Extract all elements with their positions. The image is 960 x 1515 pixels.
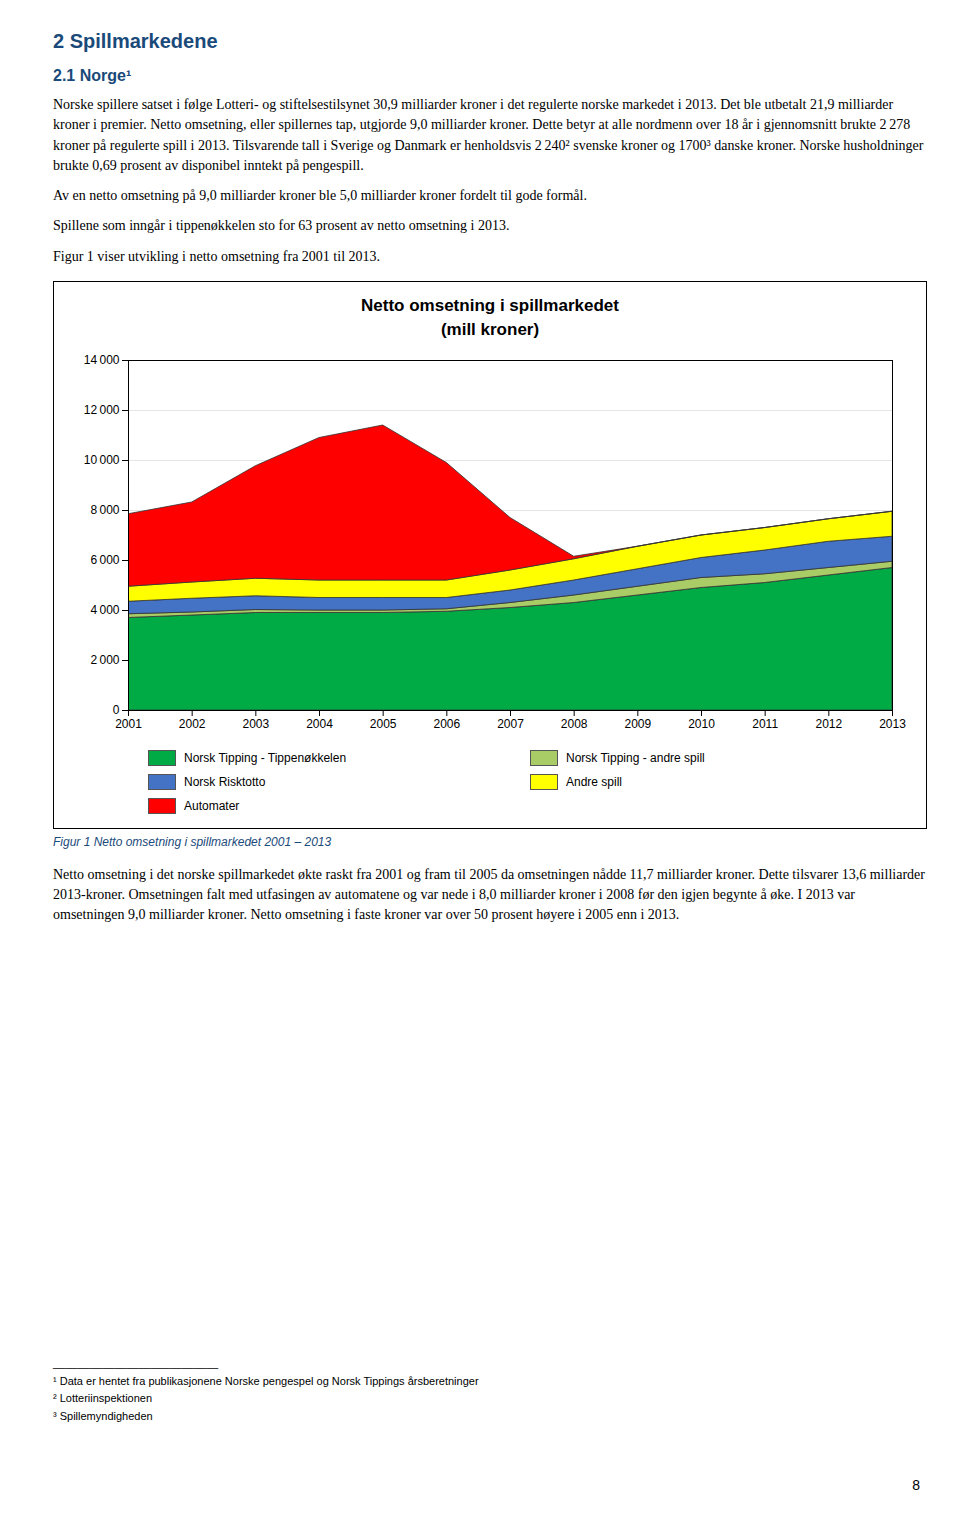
svg-text:2008: 2008 <box>561 717 588 731</box>
html-text:(mill kroner): (mill kroner) <box>440 319 540 339</box>
html-text:² Lotteriinspektionen: ² Lotteriinspektionen <box>53 1392 153 1405</box>
svg-text:8 000: 8 000 <box>90 503 119 517</box>
html-text:Spillene som inngår i tippenøk: Spillene som inngår i tippenøkkelen sto … <box>53 218 510 234</box>
svg-text:2 000: 2 000 <box>90 653 119 667</box>
svg-text:14 000: 14 000 <box>84 353 120 367</box>
svg-text:2013: 2013 <box>879 717 906 731</box>
html-text:Norske spillere satset i følge: Norske spillere satset i følge Lotteri- … <box>53 97 924 173</box>
html-text:Figur 1 Netto omsetning i spil: Figur 1 Netto omsetning i spillmarkedet … <box>53 834 332 849</box>
svg-text:4 000: 4 000 <box>90 603 119 617</box>
svg-text:2010: 2010 <box>688 717 715 731</box>
svg-text:10 000: 10 000 <box>84 453 120 467</box>
svg-text:0: 0 <box>113 703 120 717</box>
html-text:Norsk Tipping - andre spill: Norsk Tipping - andre spill <box>566 750 705 765</box>
html-text:2.1 Norge¹: 2.1 Norge¹ <box>53 67 132 84</box>
svg-text:2012: 2012 <box>815 717 842 731</box>
html-text:Norsk Risktotto: Norsk Risktotto <box>184 774 266 789</box>
svg-text:2005: 2005 <box>370 717 397 731</box>
svg-text:2009: 2009 <box>624 717 651 731</box>
html-text:Av en netto omsetning på 9,0 m: Av en netto omsetning på 9,0 milliarder … <box>53 188 587 204</box>
svg-text:6 000: 6 000 <box>90 553 119 567</box>
svg-text:2011: 2011 <box>752 717 778 731</box>
svg-text:2006: 2006 <box>433 717 460 731</box>
svg-text:2003: 2003 <box>242 717 269 731</box>
html-text:Andre spill: Andre spill <box>566 774 622 789</box>
svg-text:2001: 2001 <box>115 717 142 731</box>
html-text:³ Spillemyndigheden: ³ Spillemyndigheden <box>53 1409 153 1422</box>
html-text:2 Spillmarkedene: 2 Spillmarkedene <box>53 30 218 52</box>
svg-text:2007: 2007 <box>497 717 524 731</box>
html-text:Netto omsetning i spillmarkede: Netto omsetning i spillmarkedet <box>361 296 619 316</box>
svg-text:12 000: 12 000 <box>84 403 120 417</box>
html-text:¹ Data er hentet fra publikasj: ¹ Data er hentet fra publikasjonene Nors… <box>53 1374 479 1387</box>
svg-text:2004: 2004 <box>306 717 333 731</box>
html-text:Figur 1 viser utvikling i nett: Figur 1 viser utvikling i netto omsetnin… <box>53 248 380 264</box>
html-text:Norsk Tipping - Tippenøkkelen: Norsk Tipping - Tippenøkkelen <box>184 750 347 765</box>
svg-text:2002: 2002 <box>179 717 206 731</box>
html-text:8: 8 <box>912 1477 920 1493</box>
html-text:Netto omsetning i det norske s: Netto omsetning i det norske spillmarked… <box>53 866 925 923</box>
html-text:Automater: Automater <box>184 798 240 813</box>
